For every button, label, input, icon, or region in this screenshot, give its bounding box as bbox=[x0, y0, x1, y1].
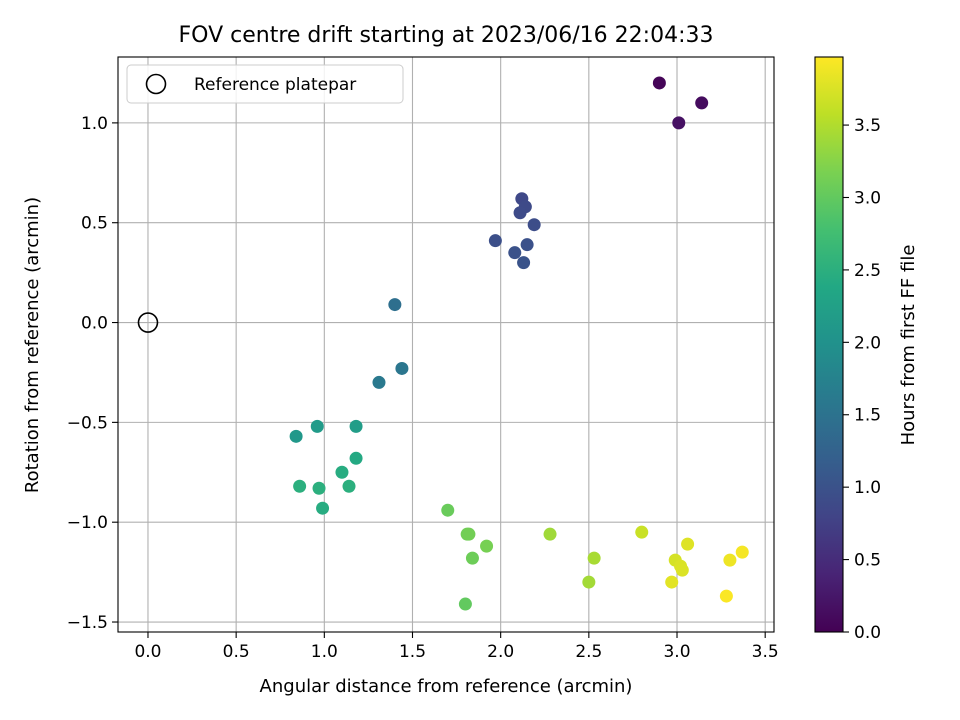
y-tick-label: 0.0 bbox=[81, 314, 108, 334]
data-point bbox=[527, 218, 541, 232]
data-point bbox=[672, 116, 686, 130]
x-tick-label: 2.0 bbox=[487, 642, 514, 662]
y-axis-ticks: −1.5 −1.0 −0.5 0.0 0.5 1.0 bbox=[67, 114, 118, 633]
data-point bbox=[652, 76, 666, 90]
data-point bbox=[316, 501, 330, 515]
legend-reference-marker bbox=[145, 73, 167, 95]
y-tick-label: 1.0 bbox=[81, 114, 108, 134]
colorbar-tick-label: 3.5 bbox=[854, 116, 881, 136]
legend-box bbox=[126, 64, 404, 104]
y-tick-label: −1.5 bbox=[67, 613, 108, 633]
colorbar-label: Hours from first FF file bbox=[898, 245, 919, 446]
data-point bbox=[488, 234, 502, 248]
y-tick-label: −0.5 bbox=[67, 413, 108, 433]
reference-marker-layer bbox=[137, 312, 159, 333]
reference-platepar-marker bbox=[137, 312, 159, 333]
x-tick-label: 0.0 bbox=[134, 642, 161, 662]
data-point bbox=[587, 551, 601, 565]
colorbar-tick-label: 1.5 bbox=[854, 406, 881, 426]
data-point bbox=[462, 527, 476, 541]
y-tick-label: 0.5 bbox=[81, 214, 108, 234]
data-point bbox=[289, 429, 303, 443]
colorbar-ticks: 0.0 0.5 1.0 1.5 2.0 2.5 3.0 3.5 bbox=[843, 116, 881, 643]
x-axis-ticks: 0.0 0.5 1.0 1.5 2.0 2.5 3.0 3.5 bbox=[134, 632, 779, 662]
data-point bbox=[665, 575, 679, 589]
colorbar-gradient bbox=[814, 56, 844, 633]
chart-title: FOV centre drift starting at 2023/06/16 … bbox=[179, 23, 714, 48]
data-point bbox=[520, 238, 534, 252]
x-tick-label: 0.5 bbox=[223, 642, 250, 662]
data-point bbox=[349, 419, 363, 433]
colorbar-tick-label: 0.5 bbox=[854, 551, 881, 571]
data-point bbox=[441, 503, 455, 517]
data-point bbox=[719, 589, 733, 603]
x-tick-label: 3.5 bbox=[752, 642, 779, 662]
x-axis-label: Angular distance from reference (arcmin) bbox=[260, 676, 633, 697]
x-tick-label: 1.0 bbox=[311, 642, 338, 662]
y-axis-label: Rotation from reference (arcmin) bbox=[22, 197, 43, 493]
data-point bbox=[395, 361, 409, 375]
data-point bbox=[508, 246, 522, 260]
data-point bbox=[582, 575, 596, 589]
y-tick-label: −1.0 bbox=[67, 513, 108, 533]
legend: Reference platepar bbox=[126, 64, 404, 104]
x-tick-label: 3.0 bbox=[663, 642, 690, 662]
grid-lines bbox=[118, 57, 774, 632]
x-tick-label: 1.5 bbox=[399, 642, 426, 662]
data-point bbox=[388, 298, 402, 312]
data-point bbox=[635, 525, 649, 539]
data-point bbox=[695, 96, 709, 110]
colorbar-tick-label: 2.5 bbox=[854, 261, 881, 281]
legend-entry-reference-platepar: Reference platepar bbox=[194, 75, 356, 95]
data-point bbox=[513, 206, 527, 220]
data-point bbox=[543, 527, 557, 541]
colorbar-tick-label: 0.0 bbox=[854, 623, 881, 643]
x-tick-label: 2.5 bbox=[575, 642, 602, 662]
data-point bbox=[675, 563, 689, 577]
data-point bbox=[465, 551, 479, 565]
data-point bbox=[372, 375, 386, 389]
data-point bbox=[335, 465, 349, 479]
colorbar: 0.0 0.5 1.0 1.5 2.0 2.5 3.0 3.5 Hours from firs… bbox=[814, 56, 919, 643]
data-point bbox=[349, 451, 363, 465]
colorbar-tick-label: 1.0 bbox=[854, 478, 881, 498]
data-point bbox=[342, 479, 356, 493]
data-points bbox=[289, 76, 749, 611]
data-point bbox=[517, 256, 531, 270]
data-point bbox=[681, 537, 695, 551]
data-point bbox=[735, 545, 749, 559]
colorbar-tick-label: 2.0 bbox=[854, 333, 881, 353]
data-point bbox=[293, 479, 307, 493]
colorbar-tick-label: 3.0 bbox=[854, 188, 881, 208]
data-point bbox=[312, 481, 326, 495]
data-point bbox=[458, 597, 472, 611]
plot-frame bbox=[117, 56, 775, 633]
data-point bbox=[480, 539, 494, 553]
data-point bbox=[723, 553, 737, 567]
data-point bbox=[310, 419, 324, 433]
